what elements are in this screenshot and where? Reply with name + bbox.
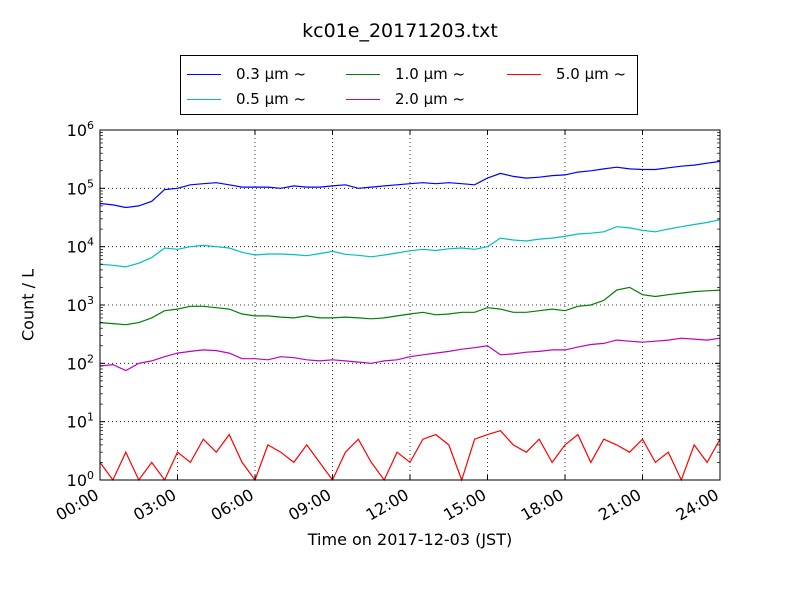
chart-title: kc01e_20171203.txt: [302, 20, 498, 42]
series-line-4: [99, 430, 721, 482]
legend-entry: 5.0 μm ~: [507, 64, 626, 84]
legend-entry: 0.3 μm ~: [187, 64, 306, 84]
legend-label: 5.0 μm ~: [556, 65, 627, 83]
legend-label: 1.0 μm ~: [395, 65, 466, 83]
y-tick-label: 104: [67, 236, 94, 257]
legend-swatch: [187, 73, 221, 75]
x-tick-label: 12:00: [363, 485, 412, 525]
series-line-1: [99, 219, 721, 268]
legend-entry: 0.5 μm ~: [187, 89, 306, 109]
x-tick-label: 15:00: [440, 485, 489, 525]
legend-entry: 2.0 μm ~: [346, 89, 465, 109]
x-tick-label: 00:00: [53, 485, 102, 525]
legend-swatch: [346, 73, 380, 75]
x-axis-label: Time on 2017-12-03 (JST): [307, 530, 513, 549]
x-tick-label: 21:00: [595, 485, 644, 525]
x-tick-label: 24:00: [673, 485, 722, 525]
x-tick-label: 03:00: [130, 485, 179, 525]
x-tick-label: 18:00: [518, 485, 567, 525]
series-line-2: [99, 286, 721, 326]
legend-label: 0.5 μm ~: [236, 90, 307, 108]
legend-entry: 1.0 μm ~: [346, 64, 465, 84]
series-line-0: [99, 160, 721, 209]
y-tick-label: 101: [67, 411, 94, 432]
legend-swatch: [346, 98, 380, 100]
x-tick-label: 09:00: [285, 485, 334, 525]
y-tick-label: 102: [67, 352, 94, 373]
legend-swatch: [187, 98, 221, 100]
x-tick-label: 06:00: [208, 485, 257, 525]
legend: 0.3 μm ~ 0.5 μm ~ 1.0 μm ~ 2.0 μm ~ 5.0 μm ~: [180, 55, 638, 115]
y-tick-label: 100: [67, 469, 94, 490]
y-axis-label: Count / L: [18, 269, 38, 341]
series-line-3: [99, 337, 721, 372]
y-tick-label: 106: [67, 119, 94, 140]
legend-swatch: [507, 73, 541, 75]
y-tick-label: 103: [67, 294, 94, 315]
legend-label: 0.3 μm ~: [236, 65, 307, 83]
y-tick-label: 105: [67, 177, 94, 198]
legend-label: 2.0 μm ~: [395, 90, 466, 108]
